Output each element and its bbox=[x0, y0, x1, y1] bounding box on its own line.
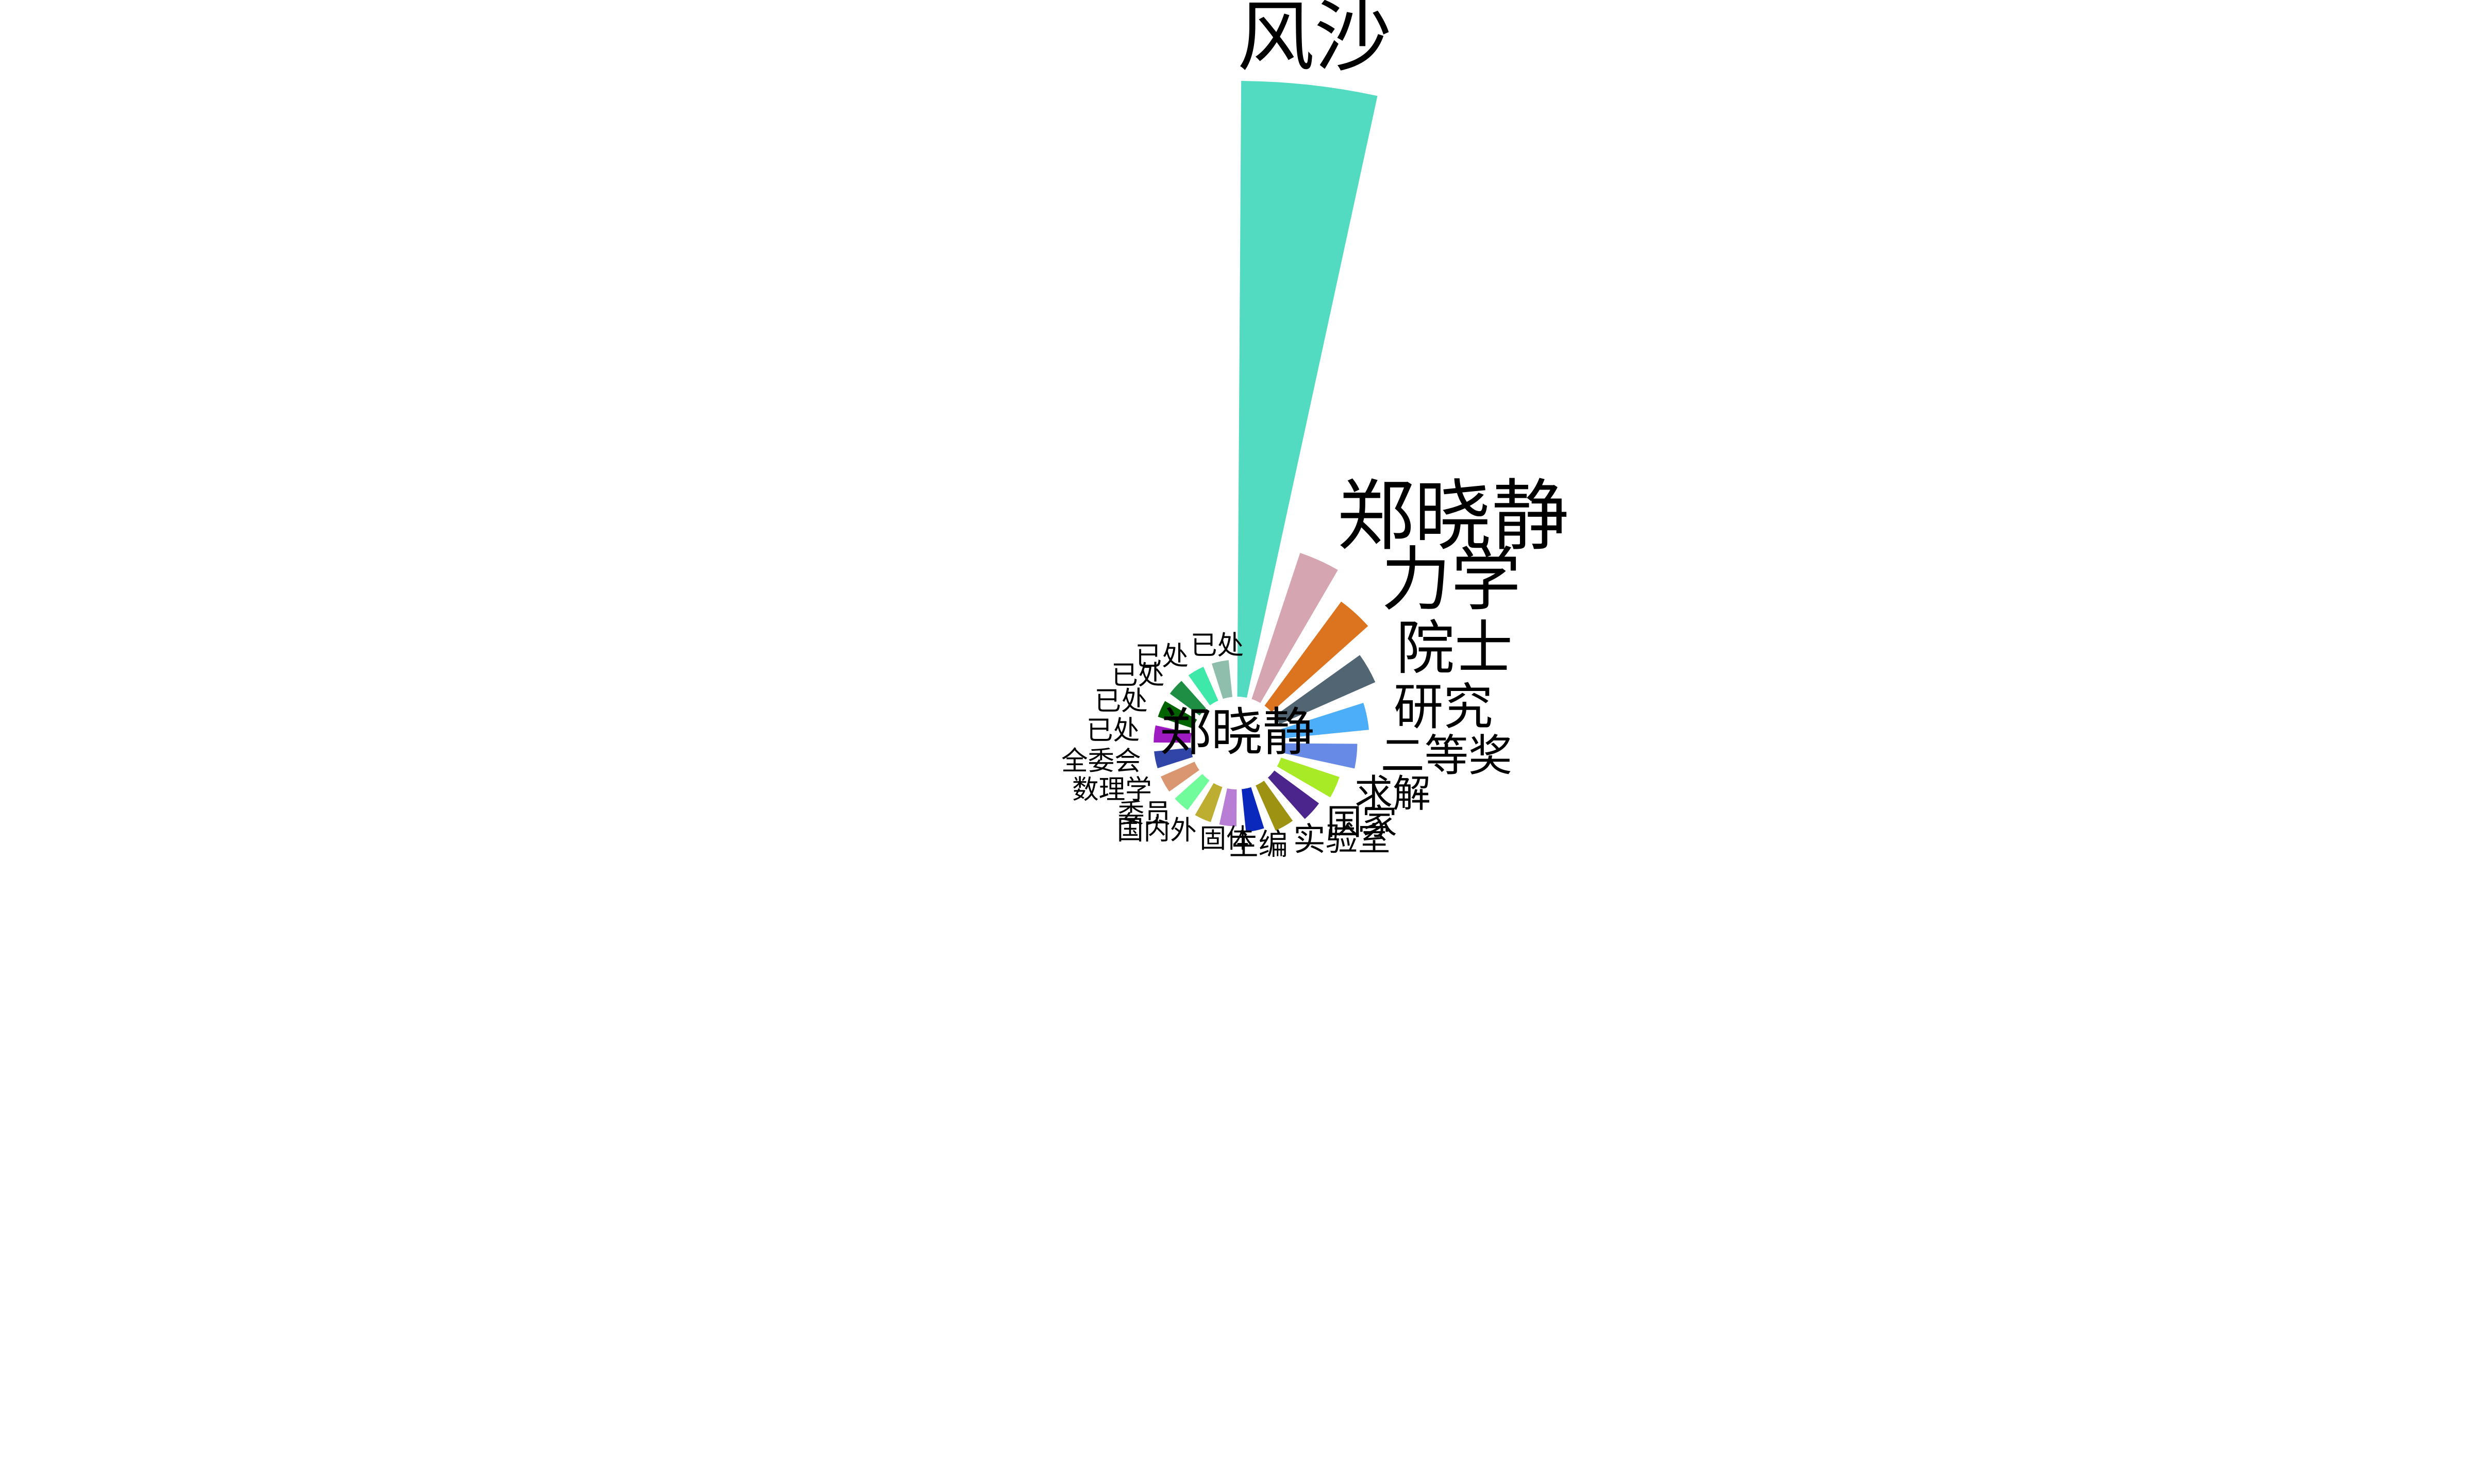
bar-12 bbox=[1175, 773, 1210, 811]
bar-label-11: 国内外 bbox=[1117, 815, 1197, 846]
bar-17 bbox=[1169, 681, 1207, 716]
bar-label-15: 已处 bbox=[1086, 715, 1140, 746]
bar-13 bbox=[1161, 762, 1199, 792]
bar-label-12: 委员 bbox=[1118, 799, 1171, 830]
bars-group bbox=[1154, 81, 1378, 832]
labels-group: 风沙郑晓静力学院士研究二等奖求解国家实验室主编固体国内外委员数理学全委会已处已处… bbox=[1061, 0, 1569, 862]
bar-label-18: 已处 bbox=[1135, 641, 1189, 672]
bar-label-16: 已处 bbox=[1095, 686, 1148, 717]
bar-label-5: 二等奖 bbox=[1381, 731, 1513, 782]
bar-label-9: 主编 bbox=[1229, 828, 1288, 862]
bar-label-6: 求解 bbox=[1355, 771, 1431, 816]
bar-3 bbox=[1275, 655, 1376, 724]
bar-label-4: 研究 bbox=[1394, 678, 1493, 736]
bar-label-13: 数理学 bbox=[1072, 774, 1152, 805]
bar-6 bbox=[1277, 757, 1340, 798]
bar-10 bbox=[1219, 788, 1237, 827]
bar-label-7: 国家 bbox=[1327, 802, 1397, 843]
bar-9 bbox=[1242, 787, 1264, 832]
bar-label-14: 全委会 bbox=[1061, 746, 1141, 777]
bar-label-10: 固体 bbox=[1200, 823, 1253, 854]
bar-1 bbox=[1251, 553, 1338, 703]
bar-label-1: 郑晓静 bbox=[1337, 472, 1569, 562]
bar-label-19: 已处 bbox=[1191, 630, 1244, 661]
bar-2 bbox=[1264, 601, 1368, 713]
bar-0 bbox=[1237, 81, 1378, 698]
bar-16 bbox=[1158, 701, 1197, 729]
bar-label-3: 院士 bbox=[1396, 614, 1513, 682]
bar-19 bbox=[1212, 660, 1232, 699]
bar-14 bbox=[1154, 748, 1193, 768]
center-label: 郑晓静 bbox=[1160, 702, 1314, 762]
bar-label-2: 力学 bbox=[1381, 539, 1521, 620]
bar-8 bbox=[1256, 781, 1293, 831]
bar-7 bbox=[1267, 770, 1319, 819]
bar-11 bbox=[1195, 783, 1223, 822]
bar-label-8: 实验室 bbox=[1293, 820, 1390, 858]
bar-15 bbox=[1154, 725, 1192, 743]
bar-5 bbox=[1282, 743, 1358, 769]
bar-18 bbox=[1188, 667, 1218, 705]
bar-label-0: 风沙 bbox=[1237, 0, 1392, 82]
bar-label-17: 已处 bbox=[1111, 660, 1164, 691]
bar-4 bbox=[1281, 703, 1369, 738]
